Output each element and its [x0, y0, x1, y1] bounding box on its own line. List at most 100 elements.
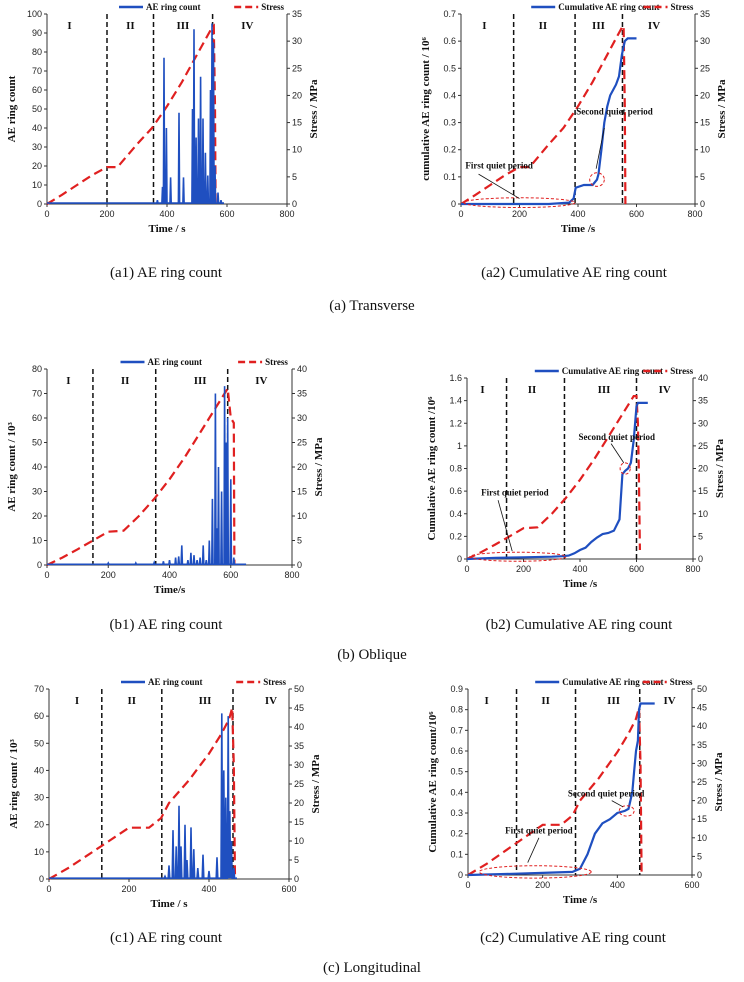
stage-label: IV [648, 20, 660, 32]
y2-tick-label: 40 [697, 721, 707, 731]
caption-b: (b) Oblique [337, 647, 407, 663]
quiet-period-ellipse [463, 197, 576, 209]
y2-tick-label: 0 [698, 554, 703, 564]
chart-a1: 0 200 400 600 800010203040506070809010005101… [6, 2, 320, 235]
y2-tick-label: 0 [700, 199, 705, 209]
legend-label-stress: Stress [263, 677, 286, 687]
stage-label: II [528, 384, 537, 396]
y2-tick-label: 20 [297, 462, 307, 472]
y2-tick-label: 35 [697, 740, 707, 750]
y2-tick-label: 45 [697, 703, 707, 713]
x-tick-label: 800 [284, 570, 299, 580]
x-axis-title: Time/s [154, 584, 186, 596]
x-tick-label: 200 [101, 570, 116, 580]
quiet-period-ellipse [618, 805, 635, 817]
y-tick-label: 0.1 [450, 849, 463, 859]
y-tick-label: 20 [34, 820, 44, 830]
annotation-label: Second quiet period [576, 106, 653, 116]
legend-label-ae: AE ring count [148, 677, 203, 687]
stress-series [46, 385, 236, 566]
stress-series [466, 395, 641, 560]
y2-tick-label: 20 [697, 796, 707, 806]
y-tick-label: 60 [32, 413, 42, 423]
y-tick-label: 0 [457, 554, 462, 564]
y2-tick-label: 25 [297, 438, 307, 448]
stage-label: I [75, 695, 79, 707]
x-tick-label: 200 [512, 209, 527, 219]
y-axis-title: AE ring count [6, 75, 18, 142]
y2-tick-label: 45 [294, 703, 304, 713]
y-tick-label: 90 [32, 28, 42, 38]
x-tick-label: 400 [572, 564, 587, 574]
y-tick-label: 0.6 [450, 746, 463, 756]
y-tick-label: 0.1 [443, 172, 456, 182]
y-tick-label: 100 [27, 9, 42, 19]
y-tick-label: 0 [458, 870, 463, 880]
quiet-period-ellipse [589, 172, 605, 187]
y2-tick-label: 30 [700, 36, 710, 46]
y2-tick-label: 35 [698, 396, 708, 406]
y-tick-label: 10 [34, 847, 44, 857]
x-axis-title: Time / s [150, 898, 188, 910]
legend-label-stress: Stress [670, 677, 693, 687]
y-tick-label: 60 [32, 85, 42, 95]
annotation-label: Second quiet period [578, 432, 655, 442]
y2-tick-label: 30 [297, 413, 307, 423]
x-axis-title: Time /s [561, 223, 596, 235]
y-axis-title: AE ring count / 10³ [8, 739, 20, 829]
y2-tick-label: 5 [292, 172, 297, 182]
y-tick-label: 20 [32, 161, 42, 171]
y-tick-label: 0.6 [449, 486, 462, 496]
x-tick-label: 600 [219, 209, 234, 219]
legend-label-ae: AE ring count [148, 357, 203, 367]
y2-tick-label: 35 [700, 9, 710, 19]
caption-a2: (a2) Cumulative AE ring count [481, 265, 667, 281]
y2-tick-label: 0 [697, 870, 702, 880]
caption-a1: (a1) AE ring count [109, 265, 223, 281]
x-tick-label: 800 [685, 564, 700, 574]
y-tick-label: 0.6 [443, 36, 456, 46]
x-tick-label: 0 [46, 884, 51, 894]
stage-label: IV [241, 20, 253, 32]
y2-axis-title: Stress / MPa [713, 752, 725, 812]
y2-axis-title: Stress / MPa [313, 437, 325, 497]
y-tick-label: 50 [32, 104, 42, 114]
y2-tick-label: 5 [700, 172, 705, 182]
x-tick-label: 400 [570, 209, 585, 219]
y2-tick-label: 25 [700, 63, 710, 73]
y2-tick-label: 50 [294, 684, 304, 694]
y-tick-label: 70 [32, 389, 42, 399]
y2-tick-label: 20 [292, 90, 302, 100]
annotation-label: First quiet period [465, 161, 533, 171]
y2-tick-label: 15 [297, 487, 307, 497]
annotation-arrow [595, 127, 605, 169]
y2-tick-label: 15 [292, 118, 302, 128]
y2-tick-label: 35 [294, 741, 304, 751]
y-tick-label: 40 [32, 123, 42, 133]
legend-label-stress: Stress [261, 2, 284, 12]
y-tick-label: 0.7 [450, 725, 463, 735]
y2-tick-label: 10 [700, 145, 710, 155]
legend-label-ae: Cumulative AE ring count [558, 2, 659, 12]
y-tick-label: 0.8 [449, 464, 462, 474]
caption-c2: (c2) Cumulative AE ring count [480, 930, 666, 946]
chart-b2: 0 200 400 600 80000.20.40.60.811.21.41.60510… [426, 366, 726, 590]
y-tick-label: 1.2 [449, 418, 462, 428]
stage-label: III [194, 375, 207, 387]
caption-c1: (c1) AE ring count [109, 930, 223, 946]
y-tick-label: 0.5 [443, 63, 456, 73]
stress-series [46, 23, 217, 205]
y2-tick-label: 20 [698, 464, 708, 474]
y2-tick-label: 10 [292, 145, 302, 155]
y2-tick-label: 15 [294, 817, 304, 827]
y2-tick-label: 40 [297, 364, 307, 374]
annotation-label: Second quiet period [568, 788, 645, 798]
legend-label-stress: Stress [670, 366, 693, 376]
stage-label: IV [255, 375, 267, 387]
y-tick-label: 0.4 [450, 787, 463, 797]
stage-label: I [482, 20, 486, 32]
caption-b1: (b1) AE ring count [109, 617, 223, 633]
x-tick-label: 600 [223, 570, 238, 580]
y-tick-label: 30 [32, 142, 42, 152]
stage-label: IV [265, 695, 277, 707]
